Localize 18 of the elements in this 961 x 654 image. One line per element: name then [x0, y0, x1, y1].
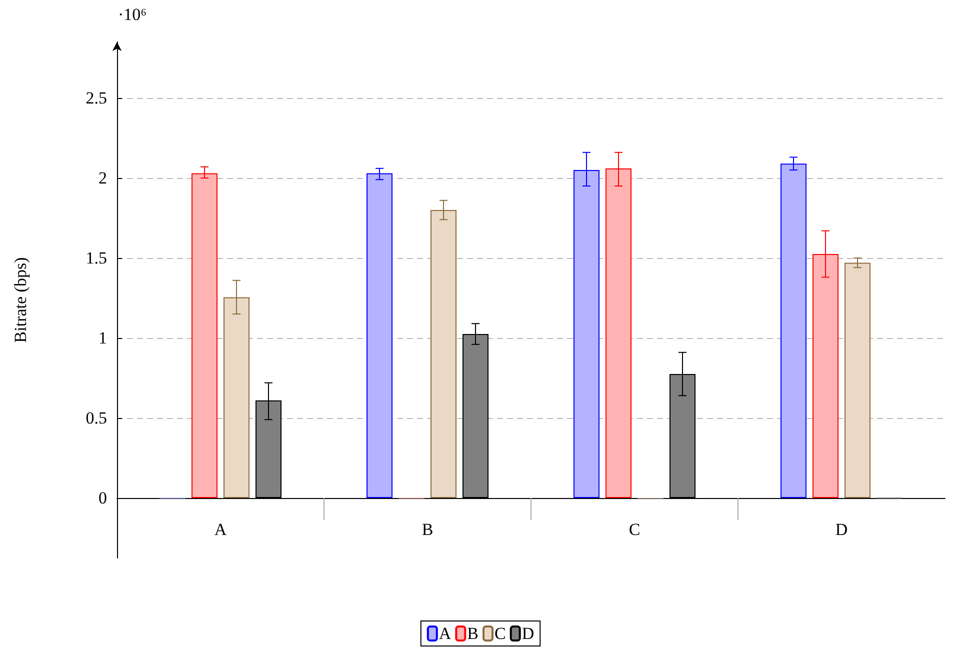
x-tick-label: B	[422, 520, 434, 539]
text: ·10⁶	[118, 5, 147, 24]
bar	[366, 173, 392, 498]
x-tick-label: D	[835, 520, 848, 539]
legend-label: B	[467, 624, 479, 643]
y-tick-label: 0.5	[86, 408, 107, 428]
y-tick-label: 2.5	[86, 88, 107, 108]
y-tick-label: 2	[98, 168, 107, 188]
y-tick-label: 1.5	[86, 248, 107, 268]
x-tick-label: C	[628, 520, 640, 539]
y-tick-label: 1	[98, 328, 107, 348]
legend-label: C	[494, 624, 506, 643]
x-tick-label: A	[214, 520, 228, 539]
legend-label: D	[522, 624, 534, 643]
y-tick-label: 0	[98, 488, 107, 508]
y-axis-title: Bitrate (bps)	[11, 257, 30, 343]
bar	[844, 262, 870, 498]
legend-label: A	[438, 624, 452, 643]
